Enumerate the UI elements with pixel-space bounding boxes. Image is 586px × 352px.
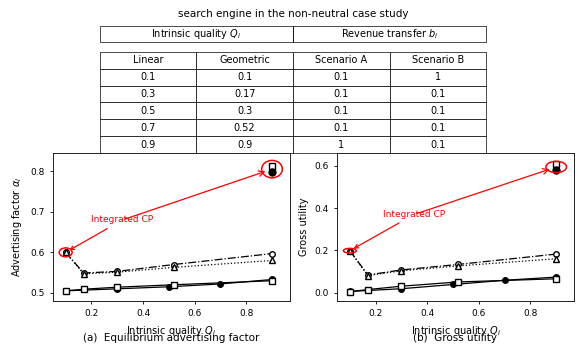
Text: Intrinsic quality $Q_i$: Intrinsic quality $Q_i$	[151, 27, 241, 41]
Text: Revenue transfer $b_i$: Revenue transfer $b_i$	[341, 27, 438, 41]
Text: (b)  Gross utility: (b) Gross utility	[413, 333, 498, 344]
X-axis label: Intrinsic quality $Q_i$: Intrinsic quality $Q_i$	[411, 324, 500, 338]
Bar	[293, 26, 486, 42]
Y-axis label: Gross utility: Gross utility	[299, 198, 309, 256]
Text: (a)  Equilibrium advertising factor: (a) Equilibrium advertising factor	[83, 333, 259, 344]
Bar	[100, 26, 293, 42]
Y-axis label: Advertising factor $\alpha_i$: Advertising factor $\alpha_i$	[11, 177, 25, 277]
Text: search engine in the non-neutral case study: search engine in the non-neutral case st…	[178, 9, 408, 19]
Text: Integrated CP: Integrated CP	[355, 210, 445, 248]
Text: Integrated CP: Integrated CP	[70, 215, 154, 250]
X-axis label: Intrinsic quality $Q_i$: Intrinsic quality $Q_i$	[127, 324, 216, 338]
